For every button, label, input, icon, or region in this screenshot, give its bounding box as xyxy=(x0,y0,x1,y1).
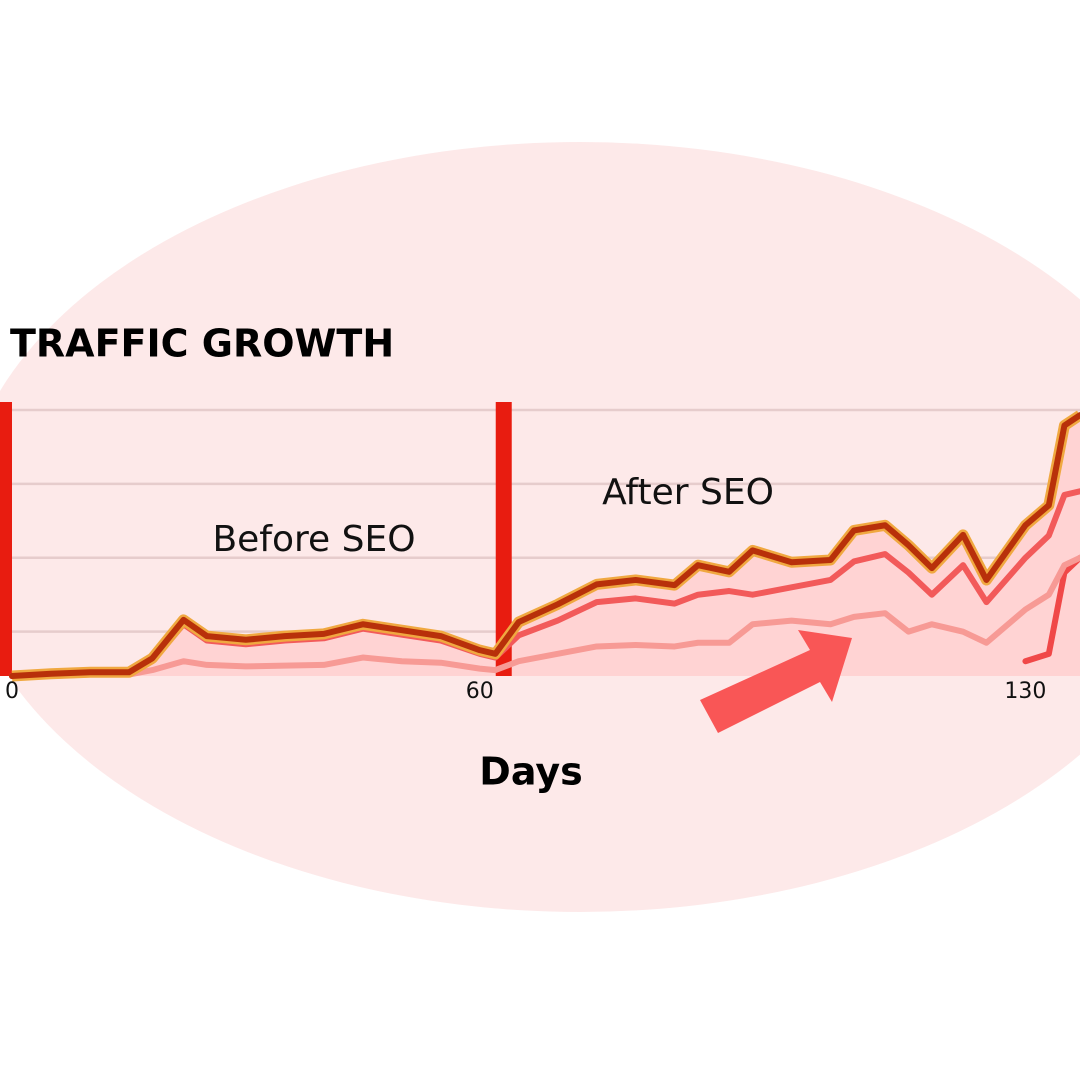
plot xyxy=(0,402,1080,682)
phase-marker xyxy=(0,402,12,676)
chart-title: TRAFFIC GROWTH xyxy=(10,322,394,366)
annotation: Before SEO xyxy=(212,519,415,560)
annotation: After SEO xyxy=(602,472,774,513)
x-tick-label: 130 xyxy=(1004,679,1046,704)
line xyxy=(9,554,1080,679)
x-axis-label: Days xyxy=(479,750,582,794)
x-tick-label: 0 xyxy=(5,679,19,704)
x-tick-label: 60 xyxy=(466,679,494,704)
area xyxy=(12,415,1080,676)
phase-marker xyxy=(495,402,512,676)
arrow xyxy=(700,630,852,733)
line xyxy=(1022,554,1080,665)
background-ellipse xyxy=(0,142,1080,912)
line xyxy=(9,412,1080,679)
